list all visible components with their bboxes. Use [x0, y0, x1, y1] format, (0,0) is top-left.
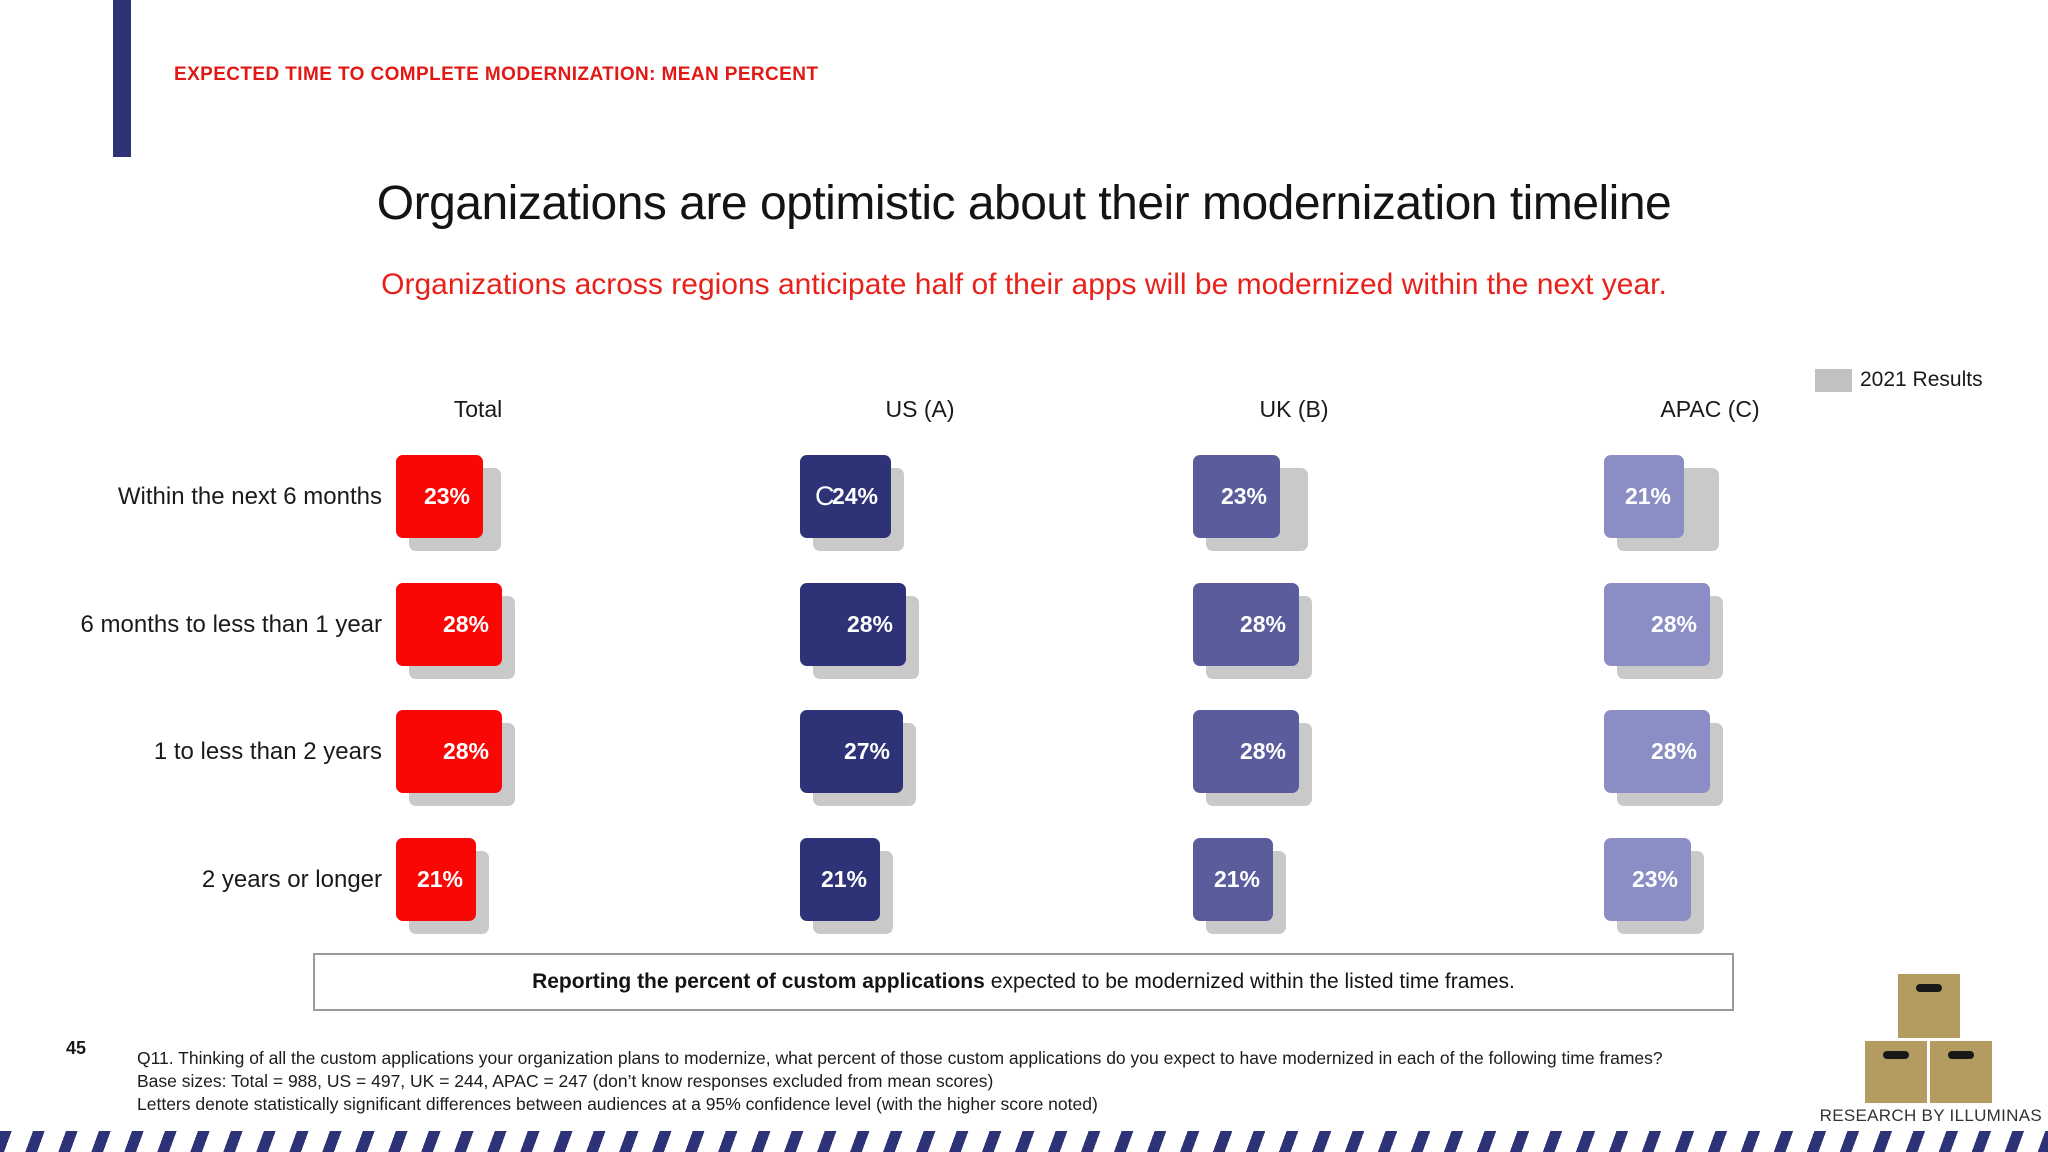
box-slot-icon [1948, 1051, 1974, 1059]
bar-value-label: 28% [442, 738, 489, 764]
bar-uk-b-6-months-to-less-than-1-year: 28% [1193, 583, 1299, 666]
box-icon [1930, 1041, 1992, 1103]
col-header-us-a: US (A) [885, 396, 955, 422]
bar-value-label: 28% [442, 611, 489, 637]
bar-value-label: 21% [820, 866, 867, 892]
bar-us-a-6-months-to-less-than-1-year: 28% [800, 583, 906, 666]
box-icon [1898, 974, 1960, 1038]
slide-eyebrow: EXPECTED TIME TO COMPLETE MODERNIZATION:… [174, 64, 819, 85]
col-header-uk-b: UK (B) [1259, 396, 1329, 422]
bar-value-label: 28% [846, 611, 893, 637]
bar-apac-c-within-the-next-6-months: 21% [1604, 455, 1684, 538]
box-slot-icon [1883, 1051, 1909, 1059]
bar-value-label: 28% [1650, 738, 1697, 764]
bar-us-a-within-the-next-6-months: C 24% [800, 455, 891, 538]
row-label-2-years-or-longer: 2 years or longer [201, 865, 382, 893]
row-label-within-the-next-6-months: Within the next 6 months [117, 482, 382, 510]
legend: 2021 Results [1815, 368, 1983, 392]
bar-value-label: 21% [1624, 483, 1671, 509]
bar-apac-c-2-years-or-longer: 23% [1604, 838, 1691, 921]
bar-value-label: 28% [1239, 611, 1286, 637]
bar-value-label: 27% [843, 738, 890, 764]
bar-us-a-1-to-less-than-2-years: 27% [800, 710, 903, 793]
legend-label: 2021 Results [1860, 368, 1983, 391]
significance-letter: C [815, 481, 835, 511]
bar-total-2-years-or-longer: 21% [396, 838, 476, 921]
illuminas-boxes-logo [1860, 972, 2040, 1132]
footnote-line: Letters denote statistically significant… [137, 1094, 1098, 1114]
slide-subtitle: Organizations across regions anticipate … [381, 268, 1667, 301]
note-rest-text: expected to be modernized within the lis… [990, 970, 1515, 993]
research-by-illuminas-label: RESEARCH BY ILLUMINAS [1819, 1106, 2042, 1125]
footnote-line: Base sizes: Total = 988, US = 497, UK = … [137, 1071, 994, 1091]
page-number: 45 [66, 1038, 87, 1058]
bar-total-1-to-less-than-2-years: 28% [396, 710, 502, 793]
footnote-line: Q11. Thinking of all the custom applicat… [137, 1048, 1663, 1068]
bar-value-label: 24% [831, 483, 878, 509]
diagonal-stripe-border [0, 1131, 2048, 1152]
row-label-1-to-less-than-2-years: 1 to less than 2 years [153, 737, 382, 765]
bar-value-label: 28% [1650, 611, 1697, 637]
col-header-apac-c: APAC (C) [1660, 396, 1760, 422]
bar-value-label: 28% [1239, 738, 1286, 764]
note-bold-text: Reporting the percent of custom applicat… [532, 970, 985, 993]
bar-value-label: 23% [1631, 866, 1678, 892]
legend-swatch-2021 [1815, 368, 1852, 392]
bar-uk-b-within-the-next-6-months: 23% [1193, 455, 1280, 538]
footnotes: Q11. Thinking of all the custom applicat… [137, 1047, 1663, 1116]
note-box: Reporting the percent of custom applicat… [313, 953, 1734, 1011]
bar-value-label: 23% [423, 483, 470, 509]
bar-total-6-months-to-less-than-1-year: 28% [396, 583, 502, 666]
bar-value-label: 21% [1213, 866, 1260, 892]
bar-apac-c-1-to-less-than-2-years: 28% [1604, 710, 1710, 793]
bar-value-label: 23% [1220, 483, 1267, 509]
row-label-6-months-to-less-than-1-year: 6 months to less than 1 year [80, 610, 383, 638]
col-header-total: Total [453, 396, 503, 422]
bar-uk-b-2-years-or-longer: 21% [1193, 838, 1273, 921]
box-icon [1865, 1041, 1927, 1103]
bar-us-a-2-years-or-longer: 21% [800, 838, 880, 921]
bar-uk-b-1-to-less-than-2-years: 28% [1193, 710, 1299, 793]
accent-bar [113, 0, 131, 157]
box-slot-icon [1916, 984, 1942, 992]
bar-value-label: 21% [416, 866, 463, 892]
bar-apac-c-6-months-to-less-than-1-year: 28% [1604, 583, 1710, 666]
slide-title: Organizations are optimistic about their… [376, 177, 1672, 230]
bar-total-within-the-next-6-months: 23% [396, 455, 483, 538]
